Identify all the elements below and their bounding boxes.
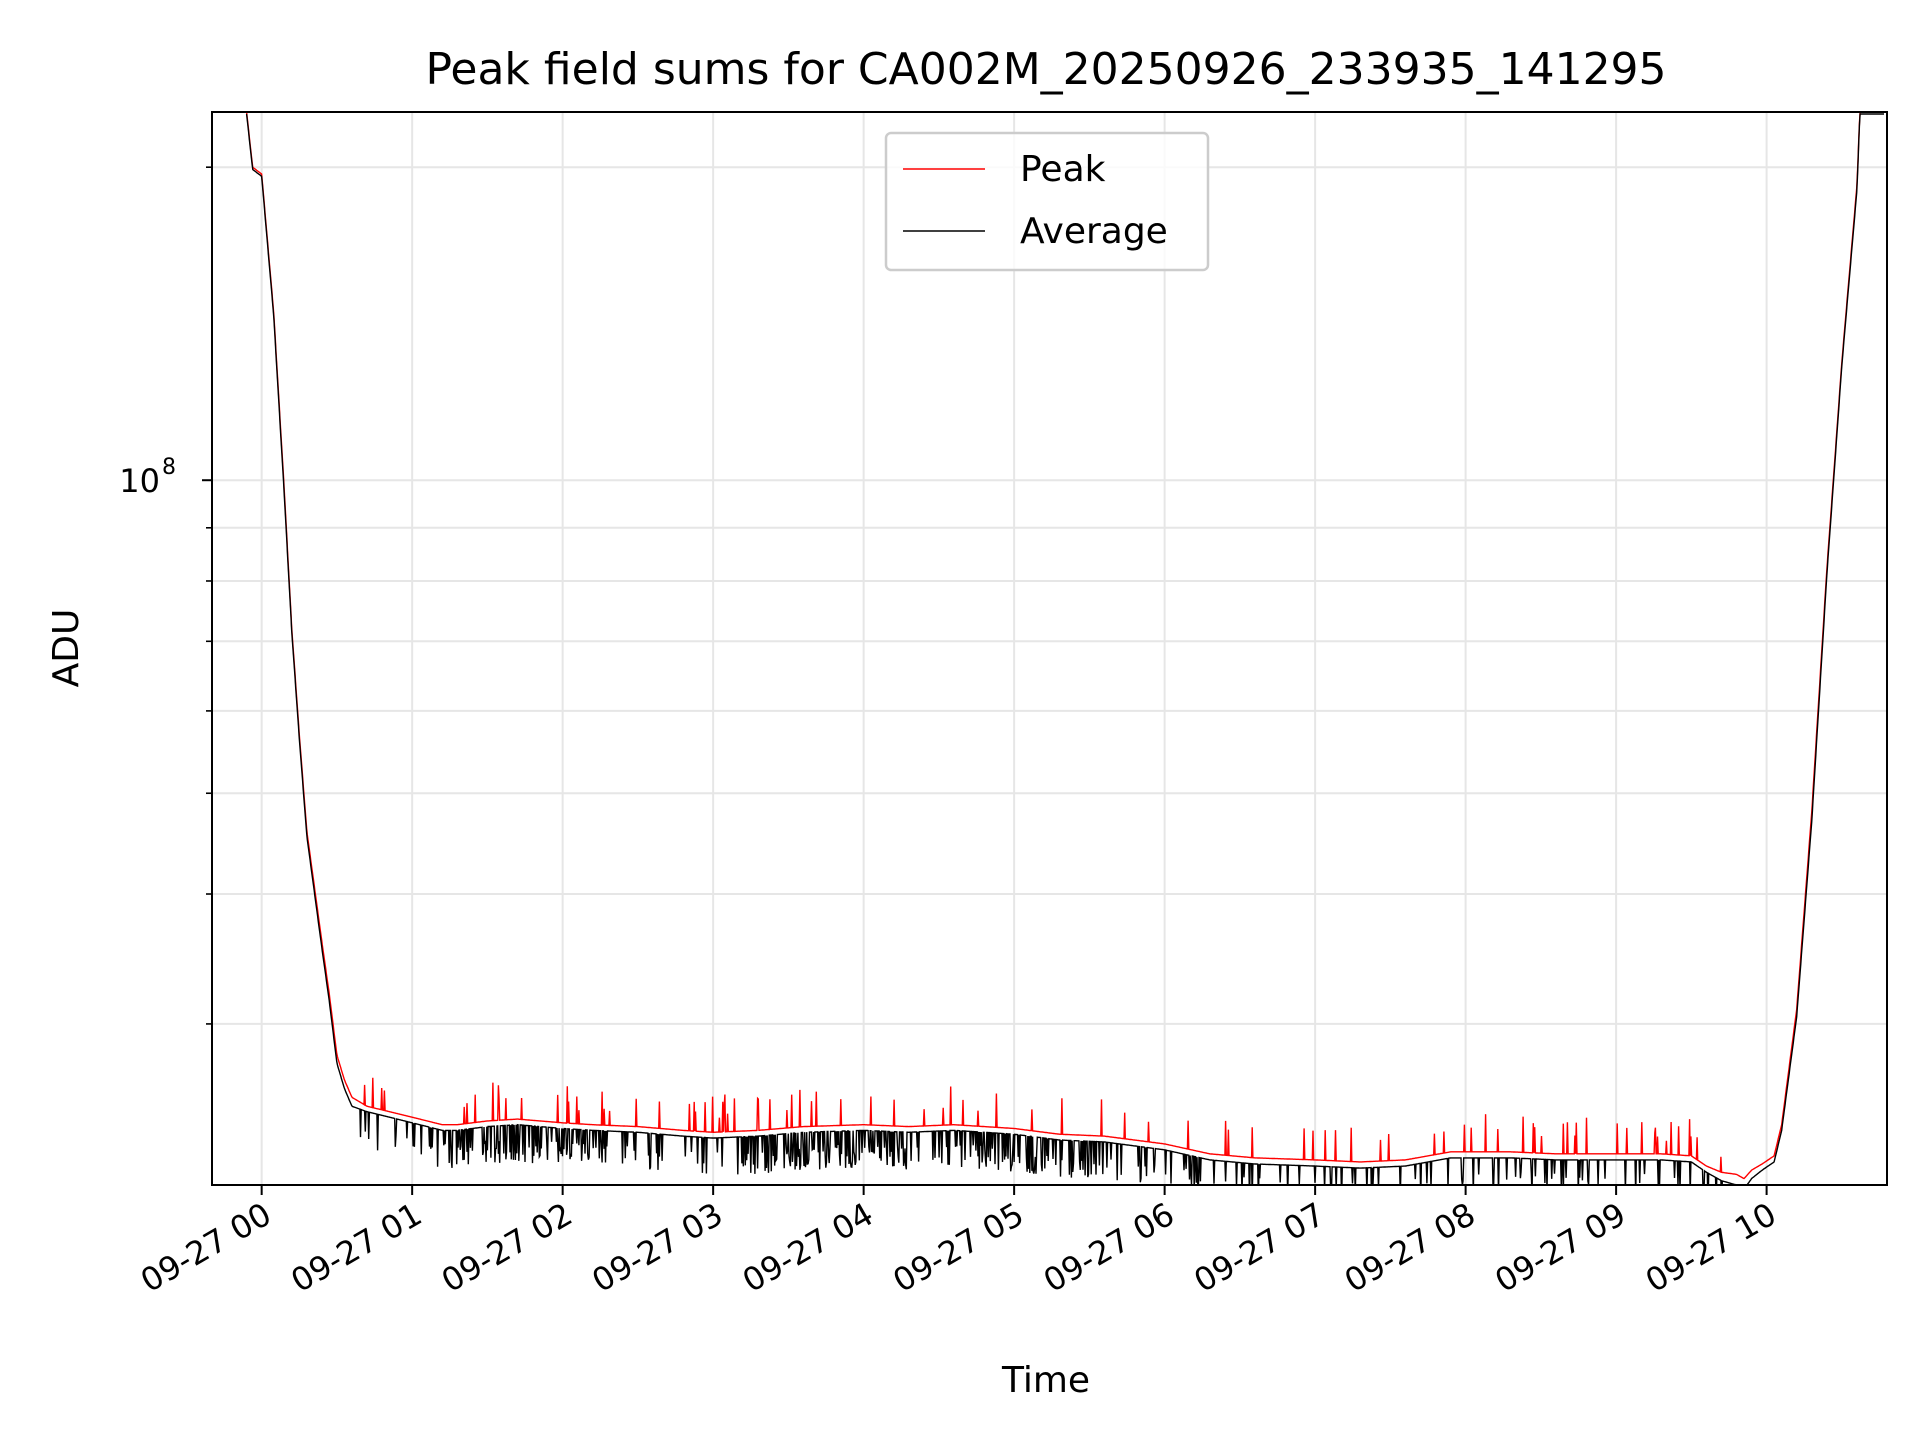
- series-layer: [245, 112, 1884, 1185]
- x-tick-label: 09-27 02: [435, 1195, 579, 1300]
- series-line-peak: [245, 112, 1884, 1180]
- x-tick-label: 09-27 00: [134, 1195, 278, 1300]
- x-tick-label: 09-27 01: [285, 1195, 429, 1300]
- legend-box: [884, 131, 1210, 272]
- x-tick-label: 09-27 10: [1639, 1195, 1783, 1300]
- x-tick-label: 09-27 09: [1489, 1195, 1633, 1300]
- x-tick-label: 09-27 05: [887, 1195, 1031, 1300]
- x-tick-label: 09-27 07: [1188, 1195, 1332, 1300]
- grid: [212, 112, 1887, 1185]
- x-axis-label: Time: [1001, 1360, 1090, 1401]
- y-axis-ticks: 10 8: [119, 166, 212, 1025]
- y-tick-label-base: 10: [119, 462, 160, 500]
- x-tick-label: 09-27 06: [1037, 1195, 1181, 1300]
- y-axis-label: ADU: [46, 609, 87, 688]
- legend-label-peak: Peak: [1020, 149, 1106, 190]
- x-tick-label: 09-27 04: [736, 1195, 880, 1300]
- x-tick-label: 09-27 03: [586, 1195, 730, 1300]
- y-tick-label-exponent: 8: [162, 455, 176, 480]
- legend: Peak Average: [884, 131, 1210, 272]
- x-tick-label: 09-27 08: [1338, 1195, 1482, 1300]
- x-axis-ticks: 09-27 00 09-27 01 09-27 02 09-27 03 09-27 04…: [134, 1185, 1783, 1300]
- chart-title: Peak field sums for CA002M_20250926_2339…: [425, 44, 1666, 95]
- legend-label-average: Average: [1020, 211, 1168, 252]
- plot-frame: [211, 111, 1888, 1186]
- series-line-average: [245, 113, 1884, 1185]
